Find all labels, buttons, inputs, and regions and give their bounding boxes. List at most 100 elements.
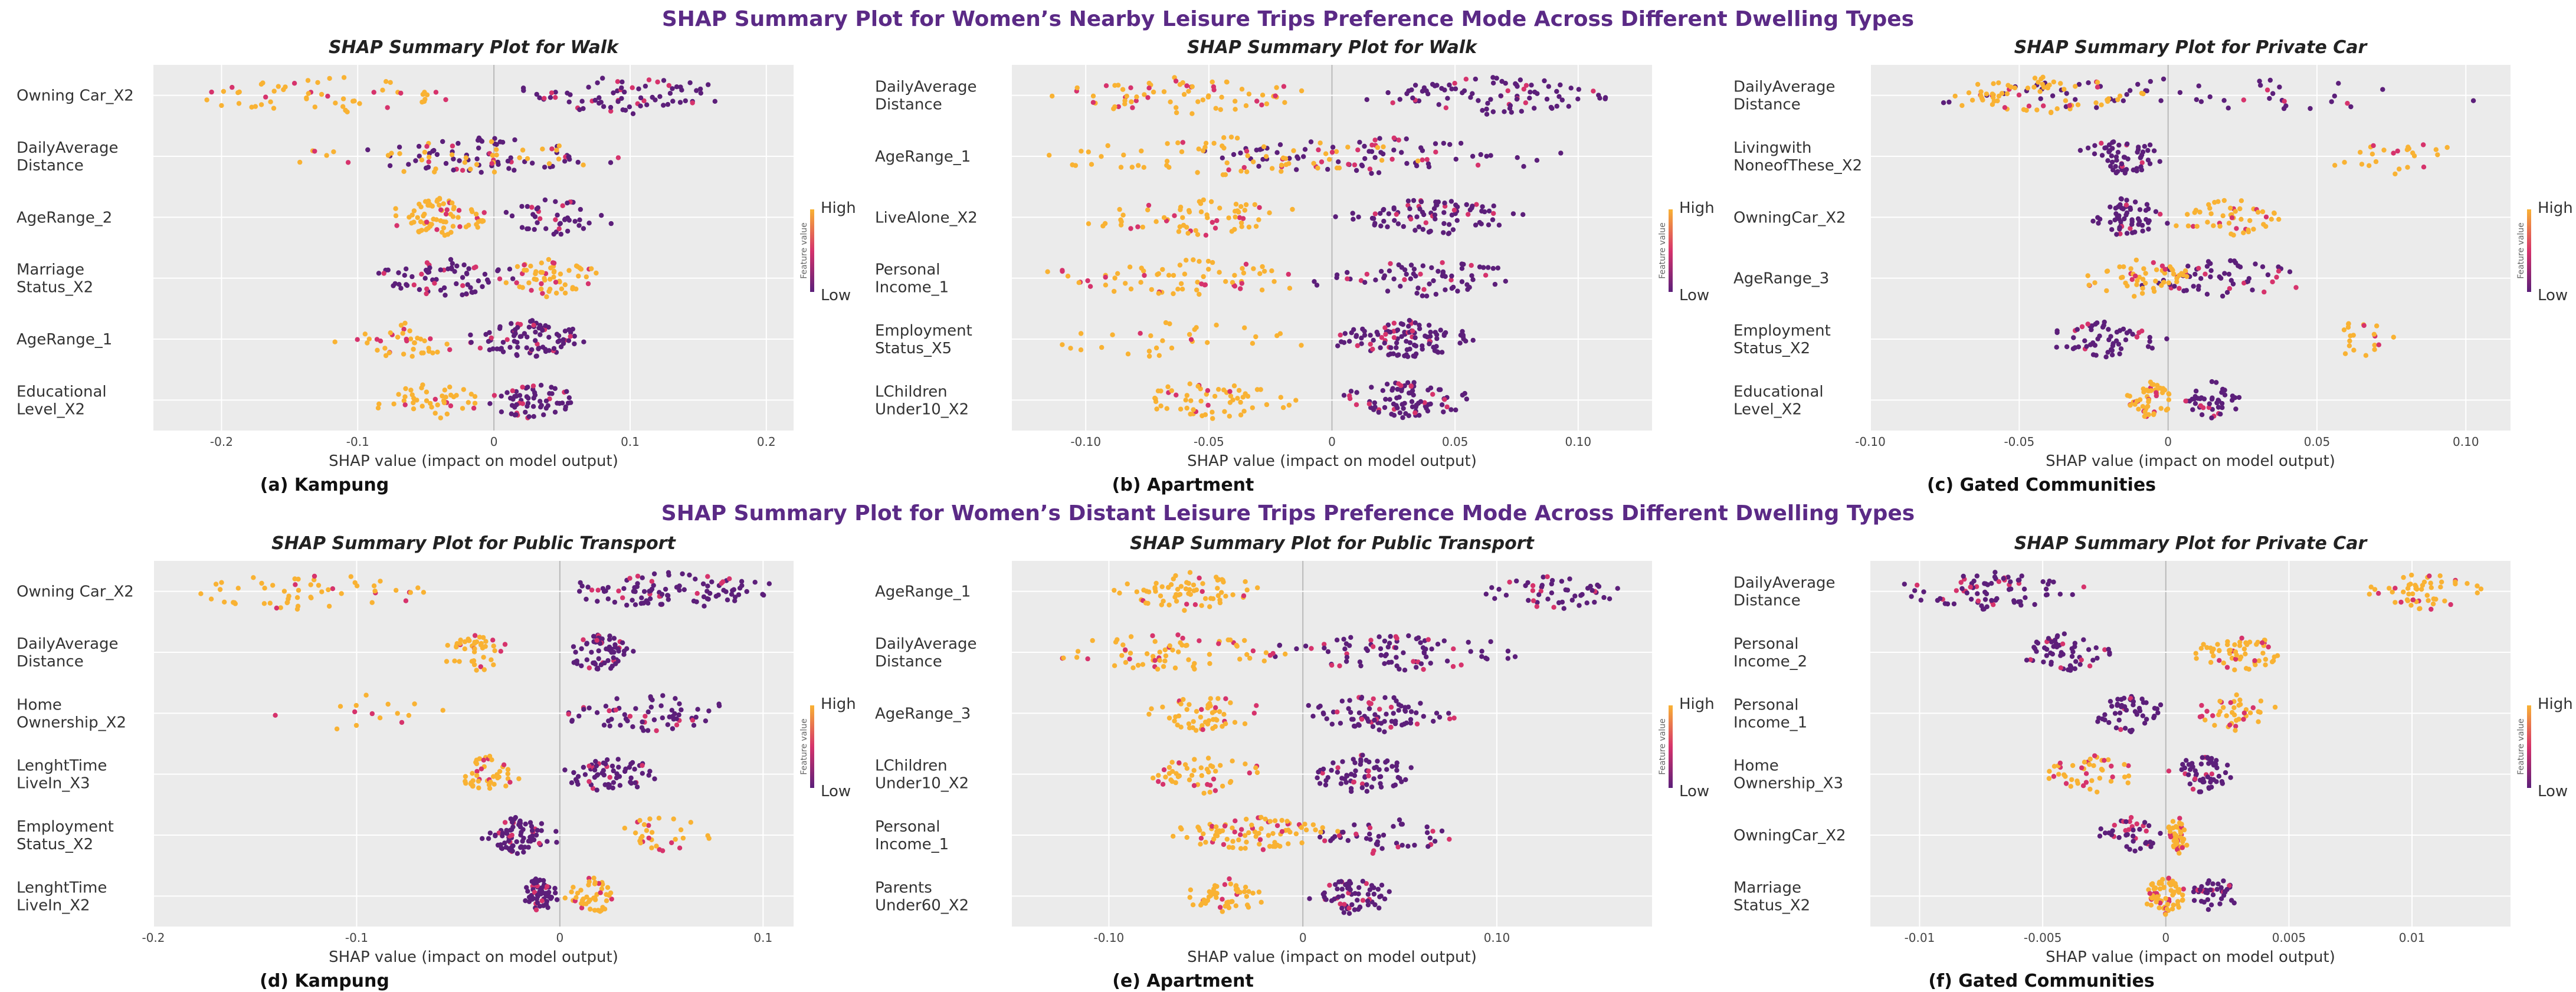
shap-point bbox=[1408, 717, 1414, 722]
shap-point bbox=[2051, 764, 2057, 769]
shap-point bbox=[463, 774, 468, 779]
shap-point bbox=[1371, 696, 1376, 702]
shap-point bbox=[2075, 102, 2081, 107]
shap-point bbox=[1195, 280, 1200, 285]
shap-point bbox=[2205, 755, 2210, 760]
shap-point bbox=[448, 257, 454, 262]
shap-point bbox=[2464, 581, 2470, 586]
feature-label: DailyAverage bbox=[17, 635, 119, 653]
shap-point bbox=[1118, 222, 1124, 228]
shap-point bbox=[2406, 592, 2411, 597]
shap-point bbox=[1447, 142, 1453, 147]
shap-point bbox=[2198, 789, 2204, 794]
shap-point bbox=[2049, 659, 2054, 665]
shap-point bbox=[603, 588, 608, 594]
shap-point bbox=[2203, 717, 2208, 722]
shap-point bbox=[2063, 774, 2068, 779]
shap-point bbox=[1336, 159, 1341, 165]
shap-point bbox=[514, 402, 519, 408]
shap-point bbox=[2351, 333, 2356, 338]
shap-point bbox=[2096, 221, 2101, 226]
shap-point bbox=[1171, 833, 1176, 839]
shap-point bbox=[1334, 275, 1339, 280]
shap-point bbox=[499, 393, 504, 399]
shap-point bbox=[491, 781, 497, 787]
shap-point bbox=[549, 146, 555, 152]
shap-point bbox=[1330, 709, 1336, 715]
shap-point bbox=[1380, 151, 1386, 157]
feature-label: Level_X2 bbox=[1733, 400, 1802, 418]
shap-point bbox=[1385, 224, 1390, 229]
shap-point bbox=[2125, 141, 2130, 147]
shap-point bbox=[599, 886, 605, 892]
shap-point bbox=[526, 845, 531, 850]
shap-point bbox=[1129, 165, 1135, 170]
shap-point bbox=[1199, 589, 1205, 594]
shap-point bbox=[1230, 592, 1235, 597]
shap-point bbox=[1355, 898, 1360, 903]
shap-point bbox=[1200, 727, 1205, 732]
shap-point bbox=[545, 883, 550, 889]
shap-point bbox=[616, 764, 621, 770]
shap-point bbox=[2191, 889, 2197, 895]
shap-point bbox=[1519, 109, 1524, 114]
shap-point bbox=[398, 285, 404, 291]
shap-point bbox=[2034, 107, 2040, 113]
shap-point bbox=[2005, 574, 2011, 580]
shap-point bbox=[2132, 199, 2138, 205]
feature-label: LenghtTime bbox=[17, 757, 107, 775]
shap-point bbox=[426, 346, 431, 351]
shap-point bbox=[468, 392, 474, 397]
shap-point bbox=[1407, 318, 1412, 323]
shap-point bbox=[422, 211, 427, 217]
shap-point bbox=[430, 203, 435, 209]
shap-point bbox=[504, 390, 510, 395]
shap-point bbox=[605, 596, 611, 602]
shap-point bbox=[1320, 770, 1325, 776]
shap-point bbox=[667, 91, 673, 96]
shap-point bbox=[729, 592, 735, 597]
shap-point bbox=[1241, 270, 1247, 276]
shap-point bbox=[599, 213, 604, 218]
shap-point bbox=[1507, 106, 1513, 111]
shap-point bbox=[430, 350, 435, 356]
shap-point bbox=[2071, 335, 2076, 340]
shap-point bbox=[343, 107, 348, 113]
shap-point bbox=[460, 275, 466, 280]
shap-point bbox=[1996, 80, 2001, 86]
shap-point bbox=[1382, 896, 1388, 902]
shap-point bbox=[1498, 93, 1503, 98]
shap-point bbox=[2145, 157, 2151, 163]
shap-point bbox=[1385, 288, 1391, 294]
shap-point bbox=[542, 165, 548, 170]
shap-point bbox=[1160, 267, 1165, 272]
shap-point bbox=[273, 712, 278, 718]
shap-point bbox=[1194, 287, 1199, 293]
shap-point bbox=[540, 291, 545, 296]
shap-point bbox=[388, 80, 393, 85]
shap-point bbox=[2228, 775, 2233, 780]
shap-point bbox=[2102, 717, 2108, 722]
shap-point bbox=[389, 150, 394, 156]
shap-point bbox=[1427, 341, 1432, 347]
shap-point bbox=[529, 347, 535, 352]
shap-point bbox=[2387, 586, 2392, 591]
shap-point bbox=[1395, 327, 1401, 333]
shap-point bbox=[559, 286, 565, 291]
shap-point bbox=[2043, 592, 2049, 597]
shap-point bbox=[525, 334, 530, 340]
shap-point bbox=[2267, 96, 2272, 101]
shap-point bbox=[1251, 159, 1256, 165]
shap-point bbox=[1198, 836, 1204, 841]
shap-point bbox=[1488, 639, 1493, 645]
shap-point bbox=[533, 269, 539, 274]
shap-point bbox=[426, 155, 432, 160]
shap-point bbox=[704, 589, 710, 594]
shap-point bbox=[1942, 601, 1948, 606]
shap-point bbox=[2046, 582, 2051, 587]
shap-point bbox=[2040, 579, 2046, 584]
shap-point bbox=[2110, 167, 2116, 173]
shap-point bbox=[474, 768, 480, 774]
shap-point bbox=[387, 163, 393, 169]
shap-point bbox=[1286, 271, 1291, 277]
